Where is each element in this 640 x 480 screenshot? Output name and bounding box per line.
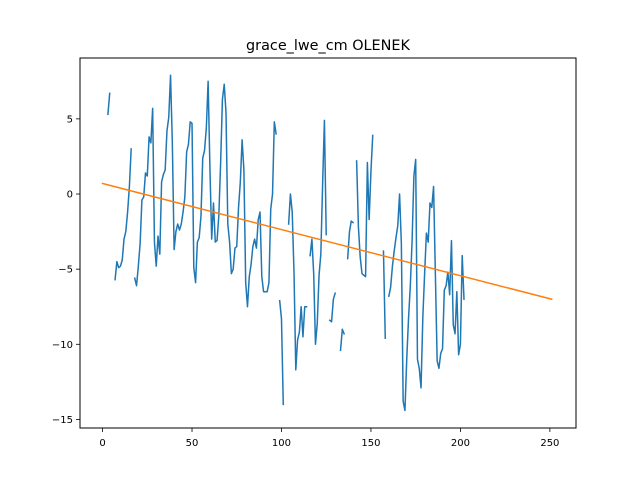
x-tick-label: 100: [272, 438, 291, 449]
x-tick-label: 250: [540, 438, 559, 449]
y-axis: −15 −10 −5 0 5: [52, 114, 80, 426]
y-tick-label: 0: [67, 190, 73, 201]
y-tick-label: 5: [67, 114, 73, 125]
x-tick-label: 200: [451, 438, 470, 449]
y-tick-label: −5: [58, 265, 73, 276]
chart-title: grace_lwe_cm OLENEK: [246, 38, 410, 54]
y-tick-label: −10: [52, 340, 73, 351]
series-line-1: [107, 74, 465, 412]
series-line-2: [101, 182, 553, 301]
plot-frame: [79, 57, 577, 429]
series-layer: [101, 74, 553, 412]
x-tick-label: 150: [361, 438, 380, 449]
x-tick-label: 0: [99, 438, 105, 449]
y-tick-label: −15: [52, 415, 73, 426]
x-axis: 0 50 100 150 200 250: [99, 428, 559, 449]
x-tick-label: 50: [186, 438, 199, 449]
